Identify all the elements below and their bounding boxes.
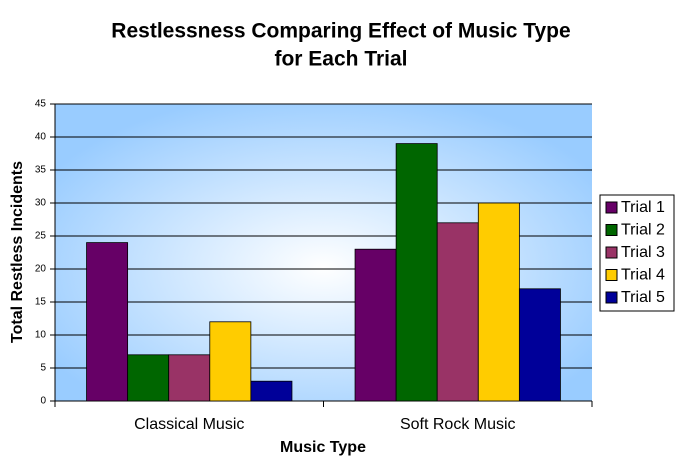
y-axis-title: Total Restless Incidents [9, 161, 26, 343]
x-axis-title: Music Type [280, 439, 366, 456]
legend-swatch [605, 269, 618, 281]
y-tick-label: 40 [35, 132, 47, 143]
y-tick-label: 35 [35, 165, 47, 176]
bar [518, 288, 561, 402]
legend-label: Trial 4 [621, 267, 665, 284]
chart-title: for Each Trial [274, 48, 407, 71]
legend-label: Trial 1 [621, 199, 665, 216]
legend-label: Trial 3 [621, 244, 665, 261]
legend-label: Trial 5 [621, 289, 665, 306]
y-tick-label: 0 [40, 396, 46, 407]
x-tick-label: Soft Rock Music [400, 416, 516, 433]
legend-swatch [605, 201, 618, 214]
y-tick-label: 45 [35, 99, 47, 110]
bar [436, 222, 479, 402]
y-tick-label: 5 [40, 363, 46, 374]
bar [395, 143, 438, 402]
y-tick-label: 25 [35, 231, 47, 242]
bar [354, 248, 397, 402]
bar [477, 202, 520, 402]
bar [209, 321, 252, 402]
y-tick-label: 10 [35, 330, 47, 341]
legend-swatch [605, 246, 618, 259]
bar [250, 380, 293, 402]
y-tick-label: 15 [35, 297, 47, 308]
chart-title: Restlessness Comparing Effect of Music T… [111, 20, 570, 43]
bar [168, 354, 211, 402]
y-tick-label: 20 [35, 264, 47, 275]
x-tick-label: Classical Music [134, 416, 244, 433]
legend-swatch [605, 291, 618, 304]
bar [127, 354, 170, 402]
legend-swatch [605, 224, 618, 236]
legend-label: Trial 2 [621, 222, 665, 239]
bar [86, 242, 129, 402]
y-tick-label: 30 [35, 198, 47, 209]
